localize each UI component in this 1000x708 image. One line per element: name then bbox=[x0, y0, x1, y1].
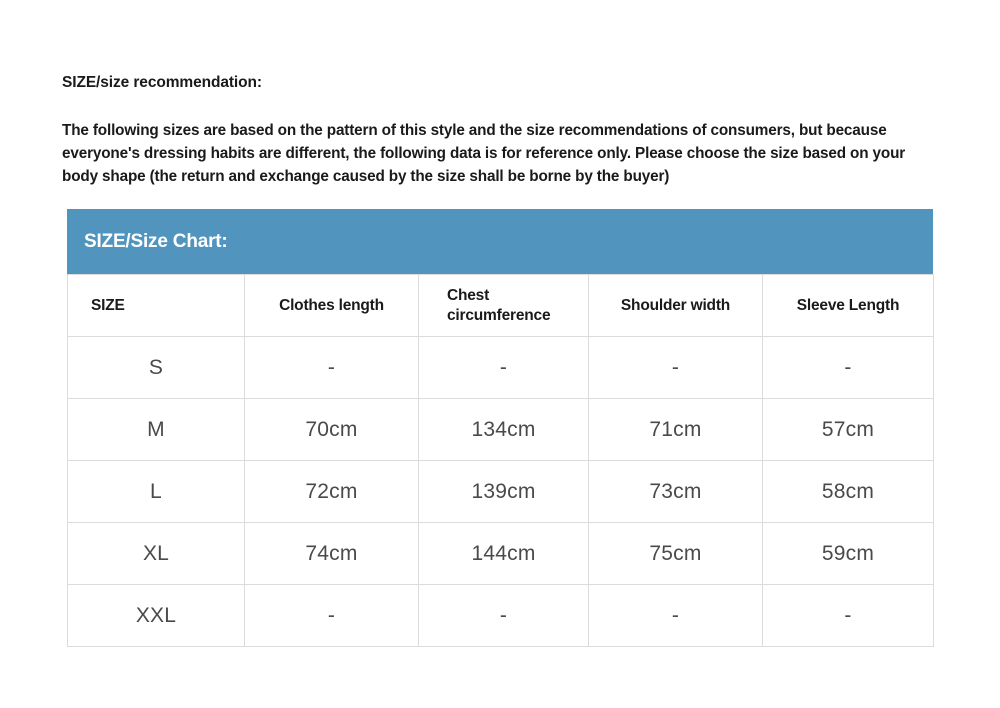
cell-clothes-length: 74cm bbox=[244, 522, 419, 585]
cell-clothes-length: 70cm bbox=[244, 398, 419, 461]
intro-description: The following sizes are based on the pat… bbox=[62, 121, 906, 186]
cell-size: L bbox=[67, 460, 245, 523]
cell-size: S bbox=[67, 336, 245, 399]
cell-sleeve-length: 58cm bbox=[762, 460, 934, 523]
column-header-sleeve-length: Sleeve Length bbox=[762, 274, 934, 337]
table-row: M 70cm 134cm 71cm 57cm bbox=[67, 398, 934, 461]
cell-shoulder-width: 71cm bbox=[588, 398, 763, 461]
table-header-row: SIZE Clothes length Chest circumference … bbox=[67, 274, 934, 337]
table-row: XXL - - - - bbox=[67, 584, 934, 647]
column-header-chest-circumference: Chest circumference bbox=[418, 274, 589, 337]
table-row: XL 74cm 144cm 75cm 59cm bbox=[67, 522, 934, 585]
cell-sleeve-length: 59cm bbox=[762, 522, 934, 585]
cell-chest-circumference: 139cm bbox=[418, 460, 589, 523]
cell-clothes-length: - bbox=[244, 584, 419, 647]
cell-sleeve-length: 57cm bbox=[762, 398, 934, 461]
cell-chest-circumference: - bbox=[418, 336, 589, 399]
column-header-clothes-length: Clothes length bbox=[244, 274, 419, 337]
intro-title: SIZE/size recommendation: bbox=[62, 74, 262, 91]
cell-clothes-length: - bbox=[244, 336, 419, 399]
cell-clothes-length: 72cm bbox=[244, 460, 419, 523]
size-chart-table-wrapper: SIZE/Size Chart: SIZE Clothes length Che… bbox=[67, 209, 934, 647]
size-table: SIZE Clothes length Chest circumference … bbox=[67, 274, 934, 647]
column-header-shoulder-width: Shoulder width bbox=[588, 274, 763, 337]
cell-chest-circumference: 144cm bbox=[418, 522, 589, 585]
table-row: S - - - - bbox=[67, 336, 934, 399]
cell-size: M bbox=[67, 398, 245, 461]
cell-size: XXL bbox=[67, 584, 245, 647]
cell-shoulder-width: - bbox=[588, 336, 763, 399]
cell-sleeve-length: - bbox=[762, 584, 934, 647]
cell-chest-circumference: - bbox=[418, 584, 589, 647]
cell-shoulder-width: 75cm bbox=[588, 522, 763, 585]
cell-shoulder-width: - bbox=[588, 584, 763, 647]
cell-size: XL bbox=[67, 522, 245, 585]
table-row: L 72cm 139cm 73cm 58cm bbox=[67, 460, 934, 523]
cell-sleeve-length: - bbox=[762, 336, 934, 399]
cell-shoulder-width: 73cm bbox=[588, 460, 763, 523]
cell-chest-circumference: 134cm bbox=[418, 398, 589, 461]
intro-block: SIZE/size recommendation: The following … bbox=[62, 74, 942, 188]
column-header-size: SIZE bbox=[67, 274, 245, 337]
chart-banner-title: SIZE/Size Chart: bbox=[84, 230, 228, 252]
chart-banner: SIZE/Size Chart: bbox=[67, 209, 933, 274]
